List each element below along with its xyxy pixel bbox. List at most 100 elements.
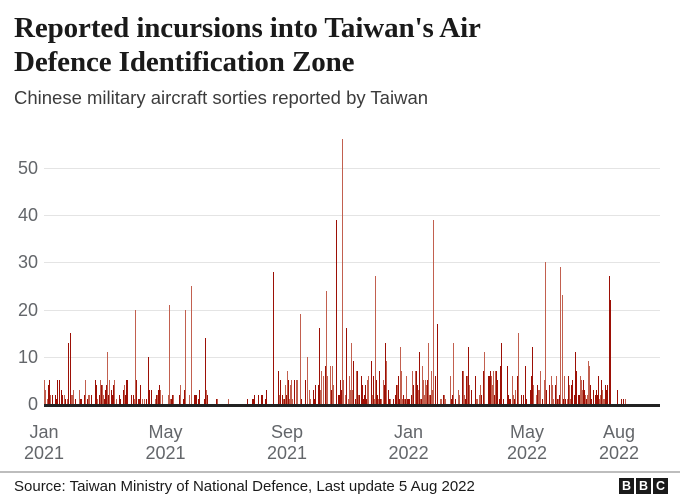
- bar: [419, 352, 420, 404]
- bbc-logo-block-0: B: [619, 478, 634, 494]
- bar: [332, 366, 333, 404]
- bar: [422, 366, 423, 404]
- bar: [545, 262, 546, 404]
- bar: [155, 399, 156, 404]
- bar: [452, 394, 453, 404]
- bar: [427, 380, 428, 404]
- bar: [398, 375, 399, 404]
- bar: [162, 394, 163, 404]
- bar: [507, 366, 508, 404]
- y-tick-label-0: 0: [27, 394, 38, 414]
- chart-footer: Source: Taiwan Ministry of National Defe…: [0, 473, 680, 499]
- bar: [440, 399, 441, 404]
- bar: [549, 385, 550, 404]
- bar: [341, 389, 342, 404]
- bar: [458, 389, 459, 404]
- bar: [50, 394, 51, 404]
- bar: [195, 394, 196, 404]
- bar: [459, 394, 460, 404]
- bar: [378, 399, 379, 404]
- bar: [358, 394, 359, 404]
- bar: [567, 399, 568, 404]
- bar: [285, 385, 286, 404]
- bar: [140, 385, 141, 404]
- bar: [512, 375, 513, 404]
- bar: [157, 394, 158, 404]
- bar: [544, 380, 545, 404]
- bar: [569, 385, 570, 404]
- bar: [424, 394, 425, 404]
- bar: [103, 394, 104, 404]
- bar: [385, 342, 386, 404]
- bar: [99, 394, 100, 404]
- bar: [467, 375, 468, 404]
- bar: [56, 399, 57, 404]
- bar: [384, 385, 385, 404]
- bar: [79, 389, 80, 404]
- bar: [67, 399, 68, 404]
- bar: [288, 380, 289, 404]
- bar: [206, 389, 207, 404]
- bar: [356, 370, 357, 404]
- bar: [468, 347, 469, 404]
- bar: [510, 399, 511, 404]
- bar: [205, 337, 206, 404]
- bar: [403, 394, 404, 404]
- bar: [621, 399, 622, 404]
- bar: [552, 385, 553, 404]
- bar: [537, 385, 538, 404]
- bar: [408, 399, 409, 404]
- bar: [96, 385, 97, 404]
- bar: [415, 370, 416, 404]
- bar: [465, 399, 466, 404]
- bar: [331, 389, 332, 404]
- bar: [198, 399, 199, 404]
- bar: [538, 389, 539, 404]
- bar: [425, 380, 426, 404]
- bar: [126, 380, 127, 404]
- y-tick-label-20: 20: [17, 299, 38, 320]
- bar: [493, 370, 494, 404]
- bar: [91, 394, 92, 404]
- bar: [509, 399, 510, 404]
- bar: [97, 399, 98, 404]
- bar: [159, 385, 160, 404]
- bar: [585, 394, 586, 404]
- bar: [496, 370, 497, 404]
- bar: [481, 394, 482, 404]
- bar: [340, 380, 341, 404]
- bar: [368, 375, 369, 404]
- bar: [437, 323, 438, 404]
- bar: [105, 389, 106, 404]
- bar: [402, 399, 403, 404]
- bar: [291, 380, 292, 404]
- bar: [247, 399, 248, 404]
- bar: [492, 385, 493, 404]
- bar: [194, 394, 195, 404]
- bar: [407, 399, 408, 404]
- bar: [563, 399, 564, 404]
- bar: [386, 361, 387, 404]
- bar: [353, 361, 354, 404]
- bar: [345, 394, 346, 404]
- bar: [325, 366, 326, 404]
- bar: [180, 385, 181, 404]
- bar: [595, 394, 596, 404]
- x-tick-label-0: Jan 2021: [23, 422, 65, 464]
- bar: [361, 375, 362, 404]
- bar: [64, 394, 65, 404]
- bar: [591, 399, 592, 404]
- bar: [499, 399, 500, 404]
- bar: [533, 385, 534, 404]
- x-tick-label-1: May 2021: [145, 422, 186, 464]
- bar: [196, 394, 197, 404]
- bar: [432, 389, 433, 404]
- bar: [575, 352, 576, 404]
- bar: [342, 139, 343, 404]
- bar: [258, 394, 259, 404]
- bar: [169, 304, 170, 404]
- bar: [453, 342, 454, 404]
- x-tick-label-3: Jan 2022: [388, 422, 429, 464]
- bar: [380, 399, 381, 404]
- bar: [417, 385, 418, 404]
